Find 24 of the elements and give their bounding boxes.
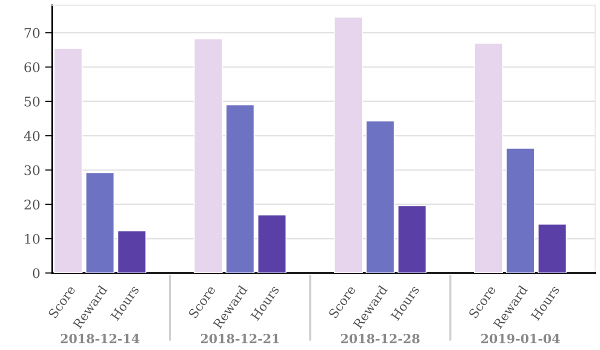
bar <box>538 224 567 273</box>
bar <box>334 16 363 273</box>
x-tick-label: 2019-01-04 <box>481 334 560 344</box>
y-tick-label: 30 <box>24 165 40 176</box>
bar <box>258 214 286 273</box>
bar <box>194 38 223 273</box>
y-tick-label: 70 <box>24 28 40 38</box>
x-tick-label: 2018-12-14 <box>60 334 140 344</box>
y-tick-label: 10 <box>25 234 40 244</box>
y-tick-label: 40 <box>24 130 40 141</box>
bar <box>54 48 83 273</box>
bar <box>226 104 255 273</box>
bar <box>506 148 535 273</box>
bar <box>398 205 427 273</box>
bar <box>366 120 395 273</box>
y-tick-label: 0 <box>32 268 40 278</box>
x-tick-label: 2018-12-21 <box>200 334 279 344</box>
bar <box>474 42 503 273</box>
y-tick-label: 50 <box>24 96 40 107</box>
x-tick-label: 2018-12-28 <box>341 334 420 344</box>
bar <box>117 230 146 273</box>
y-tick-label: 20 <box>24 200 40 210</box>
bar <box>86 172 114 273</box>
y-tick-label: 60 <box>24 62 40 72</box>
